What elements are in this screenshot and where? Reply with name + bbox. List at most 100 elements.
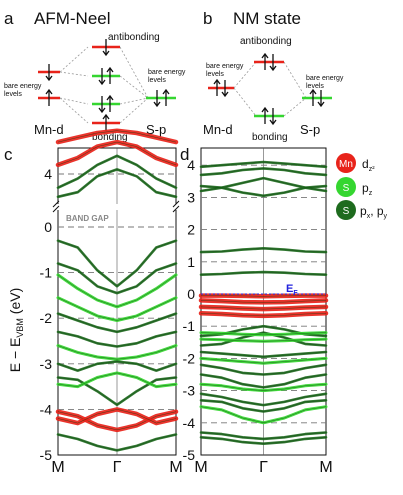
legend-label-1: pz — [362, 181, 373, 197]
ytick-label-c-5: 0 — [44, 219, 52, 235]
nm-bare-energy-right-2: levels — [306, 83, 324, 90]
band-outline-d-13 — [200, 338, 327, 342]
band-outline-d-1 — [200, 168, 327, 176]
band-outline-c-16 — [57, 434, 177, 451]
afm-antibonding-label: antibonding — [108, 32, 160, 43]
xtick-label-d-2: M — [319, 459, 332, 476]
band-outline-c-13 — [57, 372, 177, 387]
band-outline-c-6 — [57, 274, 177, 308]
ytick-label-d-2: -3 — [183, 383, 196, 399]
band-outline-d-5 — [200, 271, 327, 275]
xtick-label-d-0: M — [194, 459, 207, 476]
nm-bond-arrow-1-head — [269, 119, 277, 126]
panel-b-letter: b — [203, 9, 212, 28]
afm-bare-energy-left-2: levels — [4, 91, 22, 98]
afm-mn-d-label: Mn-d — [34, 122, 64, 137]
band-outline-d-0 — [200, 161, 327, 168]
xtick-label-c-1: Γ — [113, 459, 122, 476]
afm-green-up-arrow-0-head — [98, 79, 106, 86]
ytick-label-d-8: 3 — [187, 189, 195, 205]
nm-antibond-arrow-0-head — [261, 52, 269, 59]
legend-badge-2: S — [343, 206, 350, 217]
xtick-label-c-2: M — [169, 459, 182, 476]
band-outline-c-11 — [57, 361, 177, 371]
nm-mn-arrow-0-head — [213, 78, 221, 85]
afm-bare-energy-right-1: bare energy — [148, 69, 186, 76]
nm-antibonding-label: antibonding — [240, 36, 292, 47]
band-outline-d-12 — [200, 332, 327, 336]
band-outline-c-9 — [57, 331, 177, 347]
band-outline-d-14 — [200, 351, 327, 358]
band-outline-d-19 — [200, 393, 327, 406]
afm-antibond-arrow-0-head — [102, 50, 110, 57]
band-outline-c-3 — [57, 169, 177, 198]
axis-break-marks — [52, 200, 180, 213]
axis-break-gap — [50, 204, 190, 210]
panel-c-letter: c — [4, 145, 13, 164]
legend-badge-1: S — [343, 183, 350, 194]
ytick-label-c-4: -1 — [40, 265, 53, 281]
xtick-label-d-1: Γ — [259, 459, 268, 476]
panel-a-title: AFM-Neel — [34, 9, 111, 28]
legend: Mn dz² S pz S px, py — [336, 153, 388, 220]
afm-sp-arrow-0-head — [153, 101, 161, 108]
nm-s-p-label: S-p — [300, 122, 320, 137]
ytick-label-d-4: -1 — [183, 318, 196, 334]
band-outline-d-4 — [200, 248, 327, 253]
nm-bare-energy-left-1: bare energy — [206, 63, 244, 70]
ytick-label-d-3: -2 — [183, 350, 196, 366]
ytick-label-d-1: -4 — [183, 415, 196, 431]
nm-antibond-arrow-1-head — [269, 65, 277, 72]
afm-green-low-arrow-0-head — [98, 107, 106, 114]
legend-badge-0: Mn — [339, 159, 353, 170]
ytick-label-c-0: -5 — [40, 447, 53, 463]
band-outline-d-18 — [200, 383, 327, 391]
band-outline-d-21 — [200, 406, 327, 424]
band-outline-c-7 — [57, 297, 177, 321]
afm-sp-arrow-1-head — [162, 88, 170, 95]
nm-mn-d-label: Mn-d — [203, 122, 233, 137]
legend-marker-light-green — [336, 177, 356, 197]
band-outline-d-23 — [200, 437, 327, 444]
band-outline-c-8 — [57, 313, 177, 333]
nm-bare-energy-right-1: bare energy — [306, 75, 344, 82]
legend-item-mn-dz2: Mn dz² — [336, 153, 375, 173]
afm-bare-energy-right-2: levels — [148, 77, 166, 84]
afm-green-up-arrow-1-head — [106, 66, 114, 73]
band-outline-d-15 — [200, 358, 327, 364]
band-outline-c-1 — [57, 130, 177, 143]
legend-item-s-pz: S pz — [336, 177, 373, 197]
band-outline-d-20 — [200, 400, 327, 412]
band-outline-d-11 — [200, 332, 327, 346]
afm-mn-level-up-arrow-0-head — [45, 75, 53, 82]
band-outline-c-4 — [57, 240, 177, 287]
band-outline-d-8 — [200, 306, 327, 310]
band-outline-d-9 — [200, 313, 327, 317]
afm-bonding-label: bonding — [92, 132, 128, 143]
legend-marker-dark-green — [336, 200, 356, 220]
panel-b-title: NM state — [233, 9, 301, 28]
panel-d-letter: d — [180, 145, 189, 164]
nm-sp-arrow-0-head — [309, 88, 317, 95]
band-outline-d-3 — [200, 185, 327, 197]
legend-label-0: dz² — [362, 157, 375, 173]
band-d-7 — [198, 298, 329, 305]
band-outline-c-10 — [57, 345, 177, 360]
band-outline-d-6 — [201, 295, 326, 297]
nm-sp-arrow-1-head — [317, 101, 325, 108]
ytick-label-c-3: -2 — [40, 310, 53, 326]
afm-bond-arrow-0-head — [102, 113, 110, 120]
band-outline-c-15 — [57, 409, 177, 424]
band-structure-nm: -5 -4 -3 -2 -1 0 1 2 3 4 M Γ M — [183, 147, 333, 476]
ytick-label-d-0: -5 — [183, 447, 196, 463]
band-outline-c-14 — [57, 411, 177, 431]
afm-green-low-arrow-1-head — [106, 94, 114, 101]
band-outline-d-17 — [200, 374, 327, 388]
xtick-label-c-0: M — [51, 459, 64, 476]
nm-mn-arrow-1-head — [221, 91, 229, 98]
panel-a-letter: a — [4, 9, 14, 28]
ytick-label-d-6: 1 — [187, 254, 195, 270]
energy-diagram-afm — [38, 39, 176, 131]
band-outline-c-0 — [57, 141, 177, 166]
